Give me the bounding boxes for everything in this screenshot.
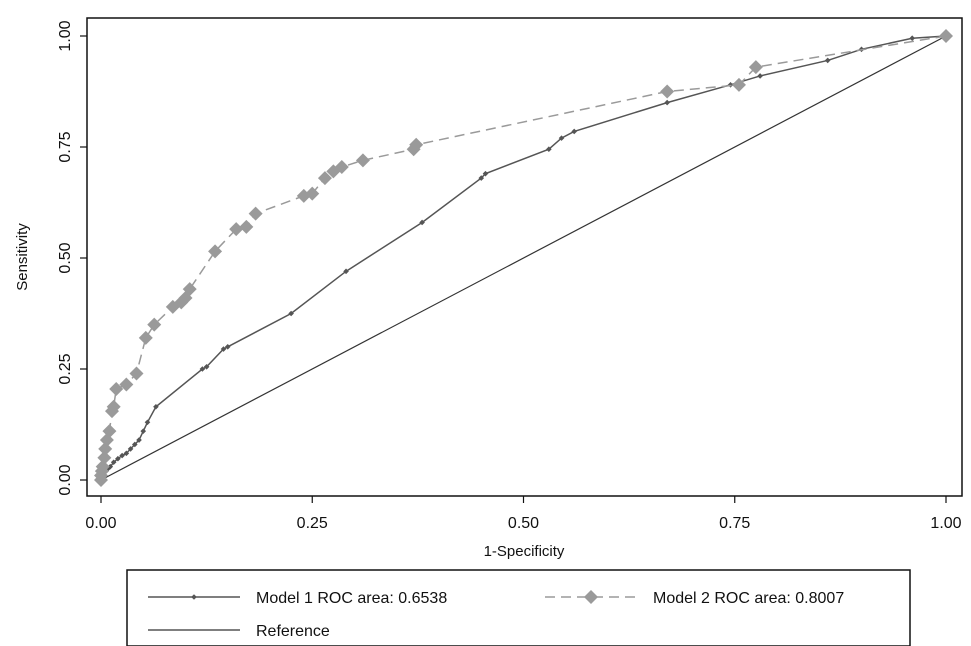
data-point — [97, 450, 112, 465]
data-point — [102, 424, 117, 439]
data-point — [110, 459, 117, 466]
legend-items: Model 1 ROC area: 0.6538 Model 2 ROC area… — [148, 590, 844, 640]
x-axis-label: 1-Specificity — [484, 543, 565, 560]
data-point — [939, 29, 953, 43]
data-point — [305, 186, 320, 201]
data-point — [478, 175, 485, 181]
y-axis-label: Sensitivity — [14, 223, 31, 291]
data-point — [129, 366, 144, 381]
data-point — [140, 428, 147, 434]
data-point — [208, 244, 223, 259]
series-2 — [94, 29, 953, 487]
series-3 — [100, 35, 947, 481]
x-tick-label: 0.00 — [85, 515, 116, 532]
data-point — [334, 159, 349, 174]
data-point — [239, 219, 254, 234]
series-layer — [94, 29, 953, 487]
data-point — [546, 146, 552, 153]
data-point — [138, 330, 153, 345]
data-point — [664, 99, 670, 106]
series-line — [100, 35, 947, 481]
legend-entry: Model 2 ROC area: 0.8007 — [545, 590, 844, 607]
x-tick-label: 0.25 — [297, 515, 328, 532]
data-point — [132, 441, 138, 448]
series-line — [100, 35, 947, 481]
data-point — [119, 452, 125, 459]
data-point — [229, 222, 244, 237]
data-point — [153, 403, 159, 410]
data-point — [95, 459, 110, 474]
data-point — [115, 455, 121, 462]
data-point — [343, 268, 349, 275]
data-point — [824, 57, 831, 64]
legend-entry: Model 1 ROC area: 0.6538 — [148, 590, 447, 607]
legend-swatch-marker — [584, 590, 598, 604]
legend-label: Model 1 ROC area: 0.6538 — [256, 590, 447, 607]
data-point — [317, 171, 332, 186]
data-point — [248, 206, 263, 221]
data-point — [419, 219, 425, 226]
data-point — [199, 366, 206, 372]
data-point — [909, 35, 915, 42]
x-tick-label: 0.50 — [508, 515, 539, 532]
y-tick-label: 0.00 — [57, 464, 74, 495]
data-point — [757, 73, 763, 79]
legend-box — [126, 569, 911, 646]
data-point — [109, 381, 124, 396]
data-point — [409, 137, 424, 152]
data-point — [147, 317, 162, 332]
y-tick-label: 1.00 — [57, 20, 74, 51]
y-tick-label: 0.75 — [57, 131, 74, 162]
data-point — [660, 84, 675, 99]
data-point — [355, 153, 370, 168]
legend-swatch-marker — [191, 594, 197, 600]
data-point — [106, 399, 121, 414]
y-axis: 0.00 0.25 0.50 0.75 1.00 — [57, 20, 88, 496]
legend-label: Reference — [256, 623, 330, 640]
data-point — [144, 419, 151, 426]
data-point — [203, 363, 210, 370]
data-point — [98, 441, 113, 456]
legend-entry: Reference — [148, 623, 330, 640]
data-point — [136, 437, 142, 443]
data-point — [748, 60, 763, 75]
data-point — [571, 128, 577, 135]
y-tick-label: 0.50 — [57, 242, 74, 273]
data-point — [224, 344, 231, 350]
data-point — [182, 282, 197, 297]
data-point — [731, 77, 746, 92]
data-point — [123, 450, 130, 457]
legend-label: Model 2 ROC area: 0.8007 — [653, 590, 844, 607]
data-point — [107, 463, 114, 470]
data-point — [482, 170, 489, 177]
data-point — [220, 346, 227, 352]
data-point — [288, 310, 294, 317]
x-tick-label: 1.00 — [930, 515, 961, 532]
legend: Model 1 ROC area: 0.6538 Model 2 ROC area… — [126, 569, 911, 646]
data-point — [127, 446, 134, 452]
data-point — [558, 135, 565, 141]
data-point — [119, 377, 134, 392]
x-tick-label: 0.75 — [719, 515, 750, 532]
y-tick-label: 0.25 — [57, 353, 74, 384]
x-axis: 0.00 0.25 0.50 0.75 1.00 — [85, 496, 962, 532]
